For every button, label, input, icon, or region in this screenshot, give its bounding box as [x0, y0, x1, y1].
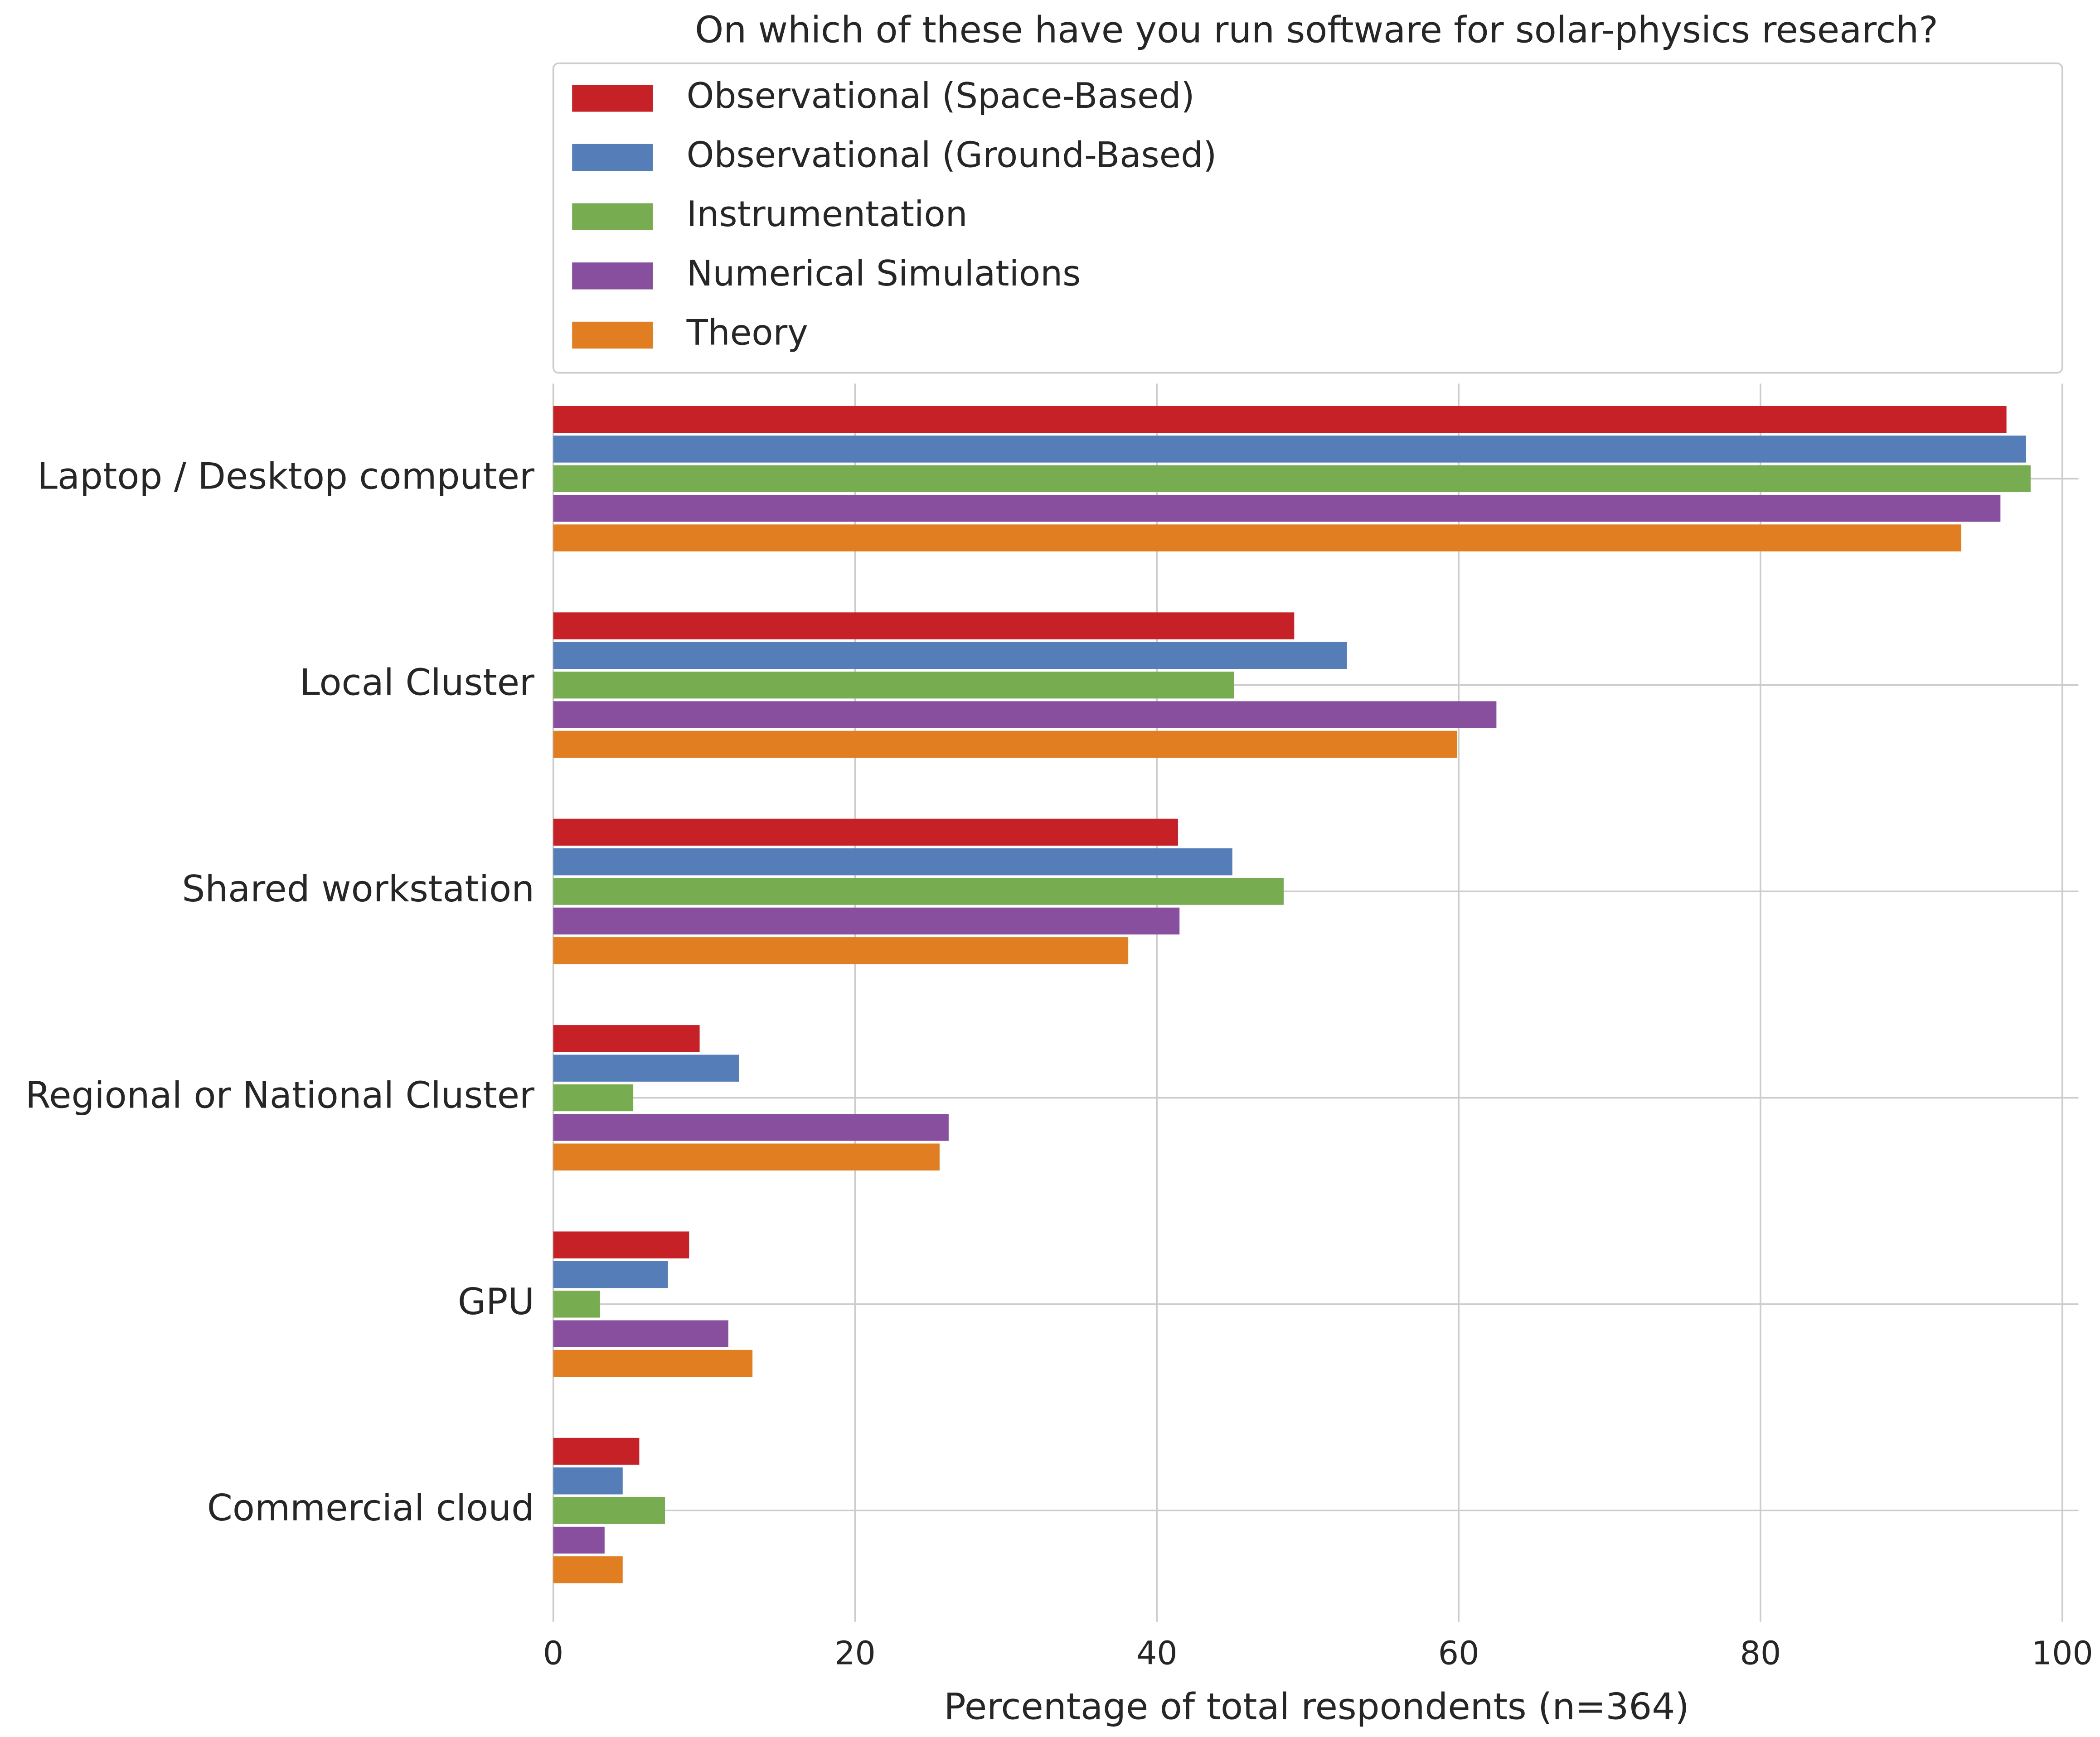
- bar: [553, 642, 1347, 669]
- chart-title: On which of these have you run software …: [695, 9, 1938, 51]
- legend-label: Observational (Ground-Based): [687, 135, 1217, 176]
- bar: [553, 494, 2001, 522]
- bar: [553, 1497, 665, 1524]
- x-tick-label: 40: [1136, 1635, 1178, 1672]
- bar: [553, 937, 1129, 964]
- bar: [553, 1231, 689, 1258]
- bar: [553, 701, 1497, 728]
- y-tick-label: Shared workstation: [182, 868, 534, 910]
- y-tick-label: GPU: [458, 1281, 534, 1323]
- bar: [553, 406, 2007, 433]
- bar: [553, 435, 2026, 463]
- legend-box: [552, 62, 2063, 374]
- legend-swatch: [572, 321, 653, 349]
- bar: [553, 672, 1234, 699]
- bar: [553, 612, 1295, 639]
- x-tick-label: 60: [1438, 1635, 1479, 1672]
- y-tick-label: Commercial cloud: [207, 1487, 534, 1529]
- y-tick-label: Laptop / Desktop computer: [37, 455, 534, 497]
- bar: [553, 848, 1232, 876]
- legend-swatch: [572, 262, 653, 290]
- bar: [553, 1114, 949, 1141]
- bar: [553, 1350, 753, 1377]
- bar: [553, 524, 1961, 552]
- bar: [553, 1025, 700, 1052]
- bar: [553, 878, 1284, 905]
- bar: [553, 1467, 623, 1495]
- y-tick-label: Local Cluster: [300, 662, 534, 704]
- bar: [553, 1143, 940, 1171]
- bar: [553, 731, 1457, 758]
- bar: [553, 1261, 668, 1288]
- bar: [553, 1084, 634, 1112]
- x-tick-label: 0: [543, 1635, 563, 1672]
- bar: [553, 818, 1178, 846]
- bar: [553, 1291, 600, 1318]
- bar: [553, 1320, 728, 1347]
- bar: [553, 1526, 605, 1554]
- legend-label: Instrumentation: [687, 194, 968, 235]
- legend-swatch: [572, 144, 653, 171]
- bar: [553, 907, 1180, 935]
- legend-label: Theory: [686, 313, 808, 353]
- x-tick-label: 20: [834, 1635, 876, 1672]
- bar: [553, 465, 2031, 493]
- legend-swatch: [572, 85, 653, 112]
- x-tick-label: 100: [2032, 1635, 2093, 1672]
- bar: [553, 1556, 623, 1583]
- x-axis-label: Percentage of total respondents (n=364): [944, 1686, 1689, 1728]
- legend-label: Observational (Space-Based): [687, 76, 1195, 116]
- legend-swatch: [572, 203, 653, 230]
- bar: [553, 1055, 739, 1082]
- legend-label: Numerical Simulations: [687, 253, 1081, 294]
- x-tick-label: 80: [1740, 1635, 1781, 1672]
- bar: [553, 1437, 640, 1465]
- y-tick-label: Regional or National Cluster: [25, 1074, 534, 1116]
